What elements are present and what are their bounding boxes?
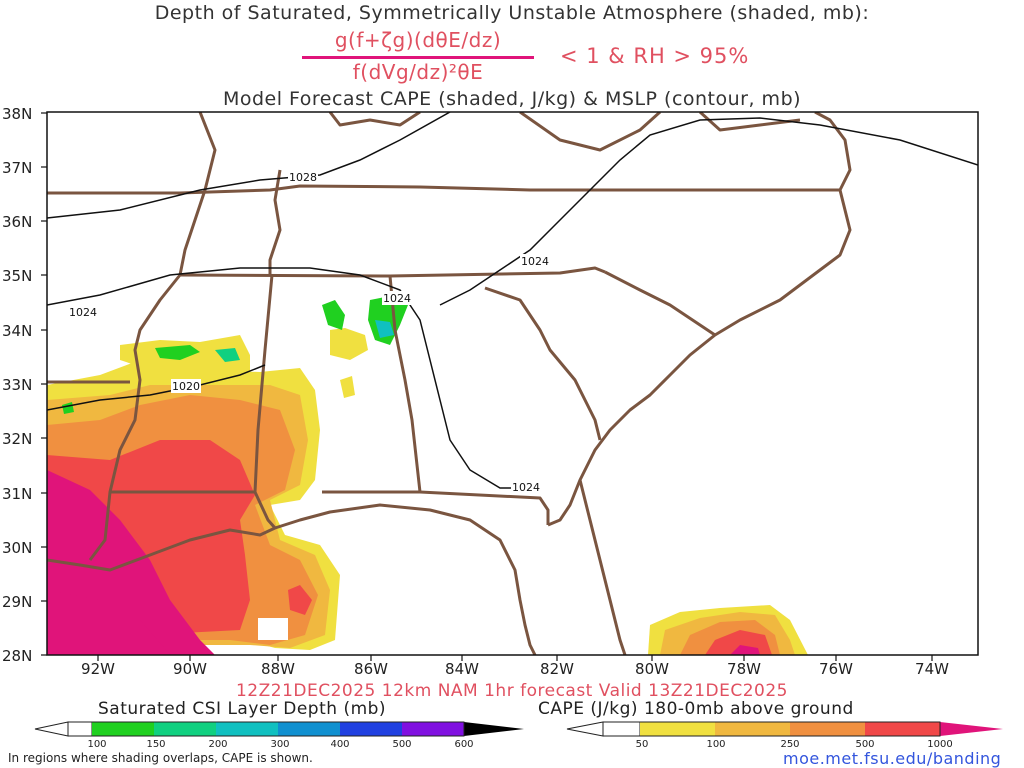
lon-label: 78W [727,660,761,678]
lon-label: 86W [354,660,388,678]
lon-label: 90W [173,660,207,678]
state-borders [47,112,852,655]
lat-label: 35N [2,267,33,285]
cape-tick: 500 [855,739,874,750]
cape-colorbar-swatch [865,722,940,736]
overlap-note: In regions where shading overlaps, CAPE … [8,751,313,765]
lat-label: 29N [2,593,33,611]
isobar-label: 1024 [69,306,97,319]
formula-numerator: g(f+ζg)(dθE/dz) [334,28,502,52]
csi-colorbar-swatch [154,722,216,736]
lon-label: 74W [915,660,949,678]
cape-colorbar-swatch [602,721,641,737]
csi-tick: 500 [392,739,411,750]
lat-label: 28N [2,647,33,665]
lon-label: 84W [445,660,479,678]
csi-colorbar-swatch [402,722,464,736]
csi-tick: 600 [454,739,473,750]
formula-fraction-bar [302,56,534,59]
csi-colorbar-upper-arrow [464,722,524,736]
csi-colorbar-lower-arrow [34,721,69,737]
csi-tick: 200 [208,739,227,750]
cape-tick: 250 [780,739,799,750]
csi-colorbar: 100 150 200 300 400 500 600 [34,721,524,750]
isobar-label: 1020 [172,380,200,393]
axis-ticks [41,112,933,661]
source-link[interactable]: moe.met.fsu.edu/banding [783,749,1002,768]
isobar-label: 1024 [383,292,411,305]
cape-colorbar-swatch [790,722,865,736]
cape-tick: 100 [706,739,725,750]
lon-label: 80W [635,660,669,678]
csi-colorbar-label: Saturated CSI Layer Depth (mb) [98,699,387,719]
lat-label: 34N [2,322,33,340]
csi-tick: 400 [330,739,349,750]
csi-colorbar-swatch [216,722,278,736]
lon-label: 92W [81,660,115,678]
chart-title: Depth of Saturated, Symmetrically Unstab… [154,2,870,24]
isobar-label: 1024 [512,481,540,494]
colorbars: 100 150 200 300 400 500 600 50 100 250 5… [34,721,1003,750]
cape-colorbar: 50 100 250 500 1000 [566,721,1003,750]
lat-label: 38N [2,105,33,123]
csi-tick: 100 [87,739,106,750]
lon-label: 88W [261,660,295,678]
lon-label: 82W [540,660,574,678]
cape-colorbar-upper-arrow [940,722,1003,736]
valid-time: 12Z21DEC2025 12km NAM 1hr forecast Valid… [235,681,788,701]
cape-colorbar-swatch [715,722,790,736]
csi-colorbar-swatch [92,722,154,736]
csi-tick: 300 [270,739,289,750]
lat-label: 32N [2,430,33,448]
isobar-label: 1028 [289,171,317,184]
chart-subtitle: Model Forecast CAPE (shaded, J/kg) & MSL… [222,88,802,110]
cape-tick: 1000 [927,739,952,750]
cape-colorbar-swatch [640,722,715,736]
cape-colorbar-label: CAPE (J/kg) 180-0mb above ground [538,699,854,719]
lat-label: 30N [2,539,33,557]
csi-colorbar-swatch [340,722,402,736]
cape-shading [47,328,808,655]
cape-tick: 50 [636,739,649,750]
cape-colorbar-lower-arrow [566,721,604,737]
lat-label: 31N [2,485,33,503]
isobar-labels: 1028 1024 1024 1024 1020 1024 [68,170,550,494]
isobar-label: 1024 [521,255,549,268]
csi-colorbar-swatch [278,722,340,736]
lon-label: 76W [819,660,853,678]
lat-label: 33N [2,376,33,394]
lat-label: 37N [2,159,33,177]
formula-denominator: f(dVg/dz)²θE [352,60,484,84]
csi-colorbar-swatch [67,721,93,737]
formula-condition: < 1 & RH > 95% [560,44,750,68]
lat-label: 36N [2,213,33,231]
csi-tick: 150 [146,739,165,750]
